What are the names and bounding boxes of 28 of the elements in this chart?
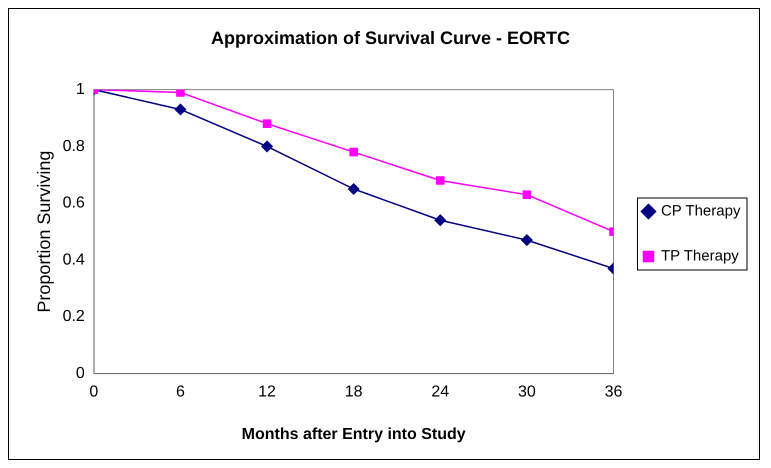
y-tick-label: 0.4 xyxy=(62,251,85,268)
legend-label: TP Therapy xyxy=(660,248,740,265)
point xyxy=(261,140,273,152)
x-axis-title: Months after Entry into Study xyxy=(242,426,466,443)
legend-label: CP Therapy xyxy=(660,202,741,220)
point xyxy=(434,214,446,226)
x-tick-label: 6 xyxy=(176,384,185,401)
x-tick-label: 0 xyxy=(89,384,98,401)
y-tick-label: 0.2 xyxy=(62,308,85,326)
y-tick-label: 0 xyxy=(76,365,85,382)
point xyxy=(174,104,186,116)
x-tick-label: 24 xyxy=(431,384,450,401)
point xyxy=(262,119,272,128)
chart-title: Approximation of Survival Curve - EORTC xyxy=(210,28,570,48)
x-tick-label: 12 xyxy=(258,384,276,401)
point xyxy=(436,176,445,185)
point xyxy=(349,148,358,156)
x-tick-label: 30 xyxy=(518,384,536,401)
y-tick-label: 1 xyxy=(76,81,85,98)
x-tick-label: 36 xyxy=(604,384,622,401)
point xyxy=(348,183,360,195)
point xyxy=(522,190,532,199)
point xyxy=(521,234,533,246)
y-tick-label: 0.6 xyxy=(62,194,85,212)
point xyxy=(176,90,185,97)
y-tick-label: 0.8 xyxy=(62,138,85,155)
x-tick-label: 18 xyxy=(344,384,363,401)
y-axis-title: Proportion Surviving xyxy=(34,150,54,313)
